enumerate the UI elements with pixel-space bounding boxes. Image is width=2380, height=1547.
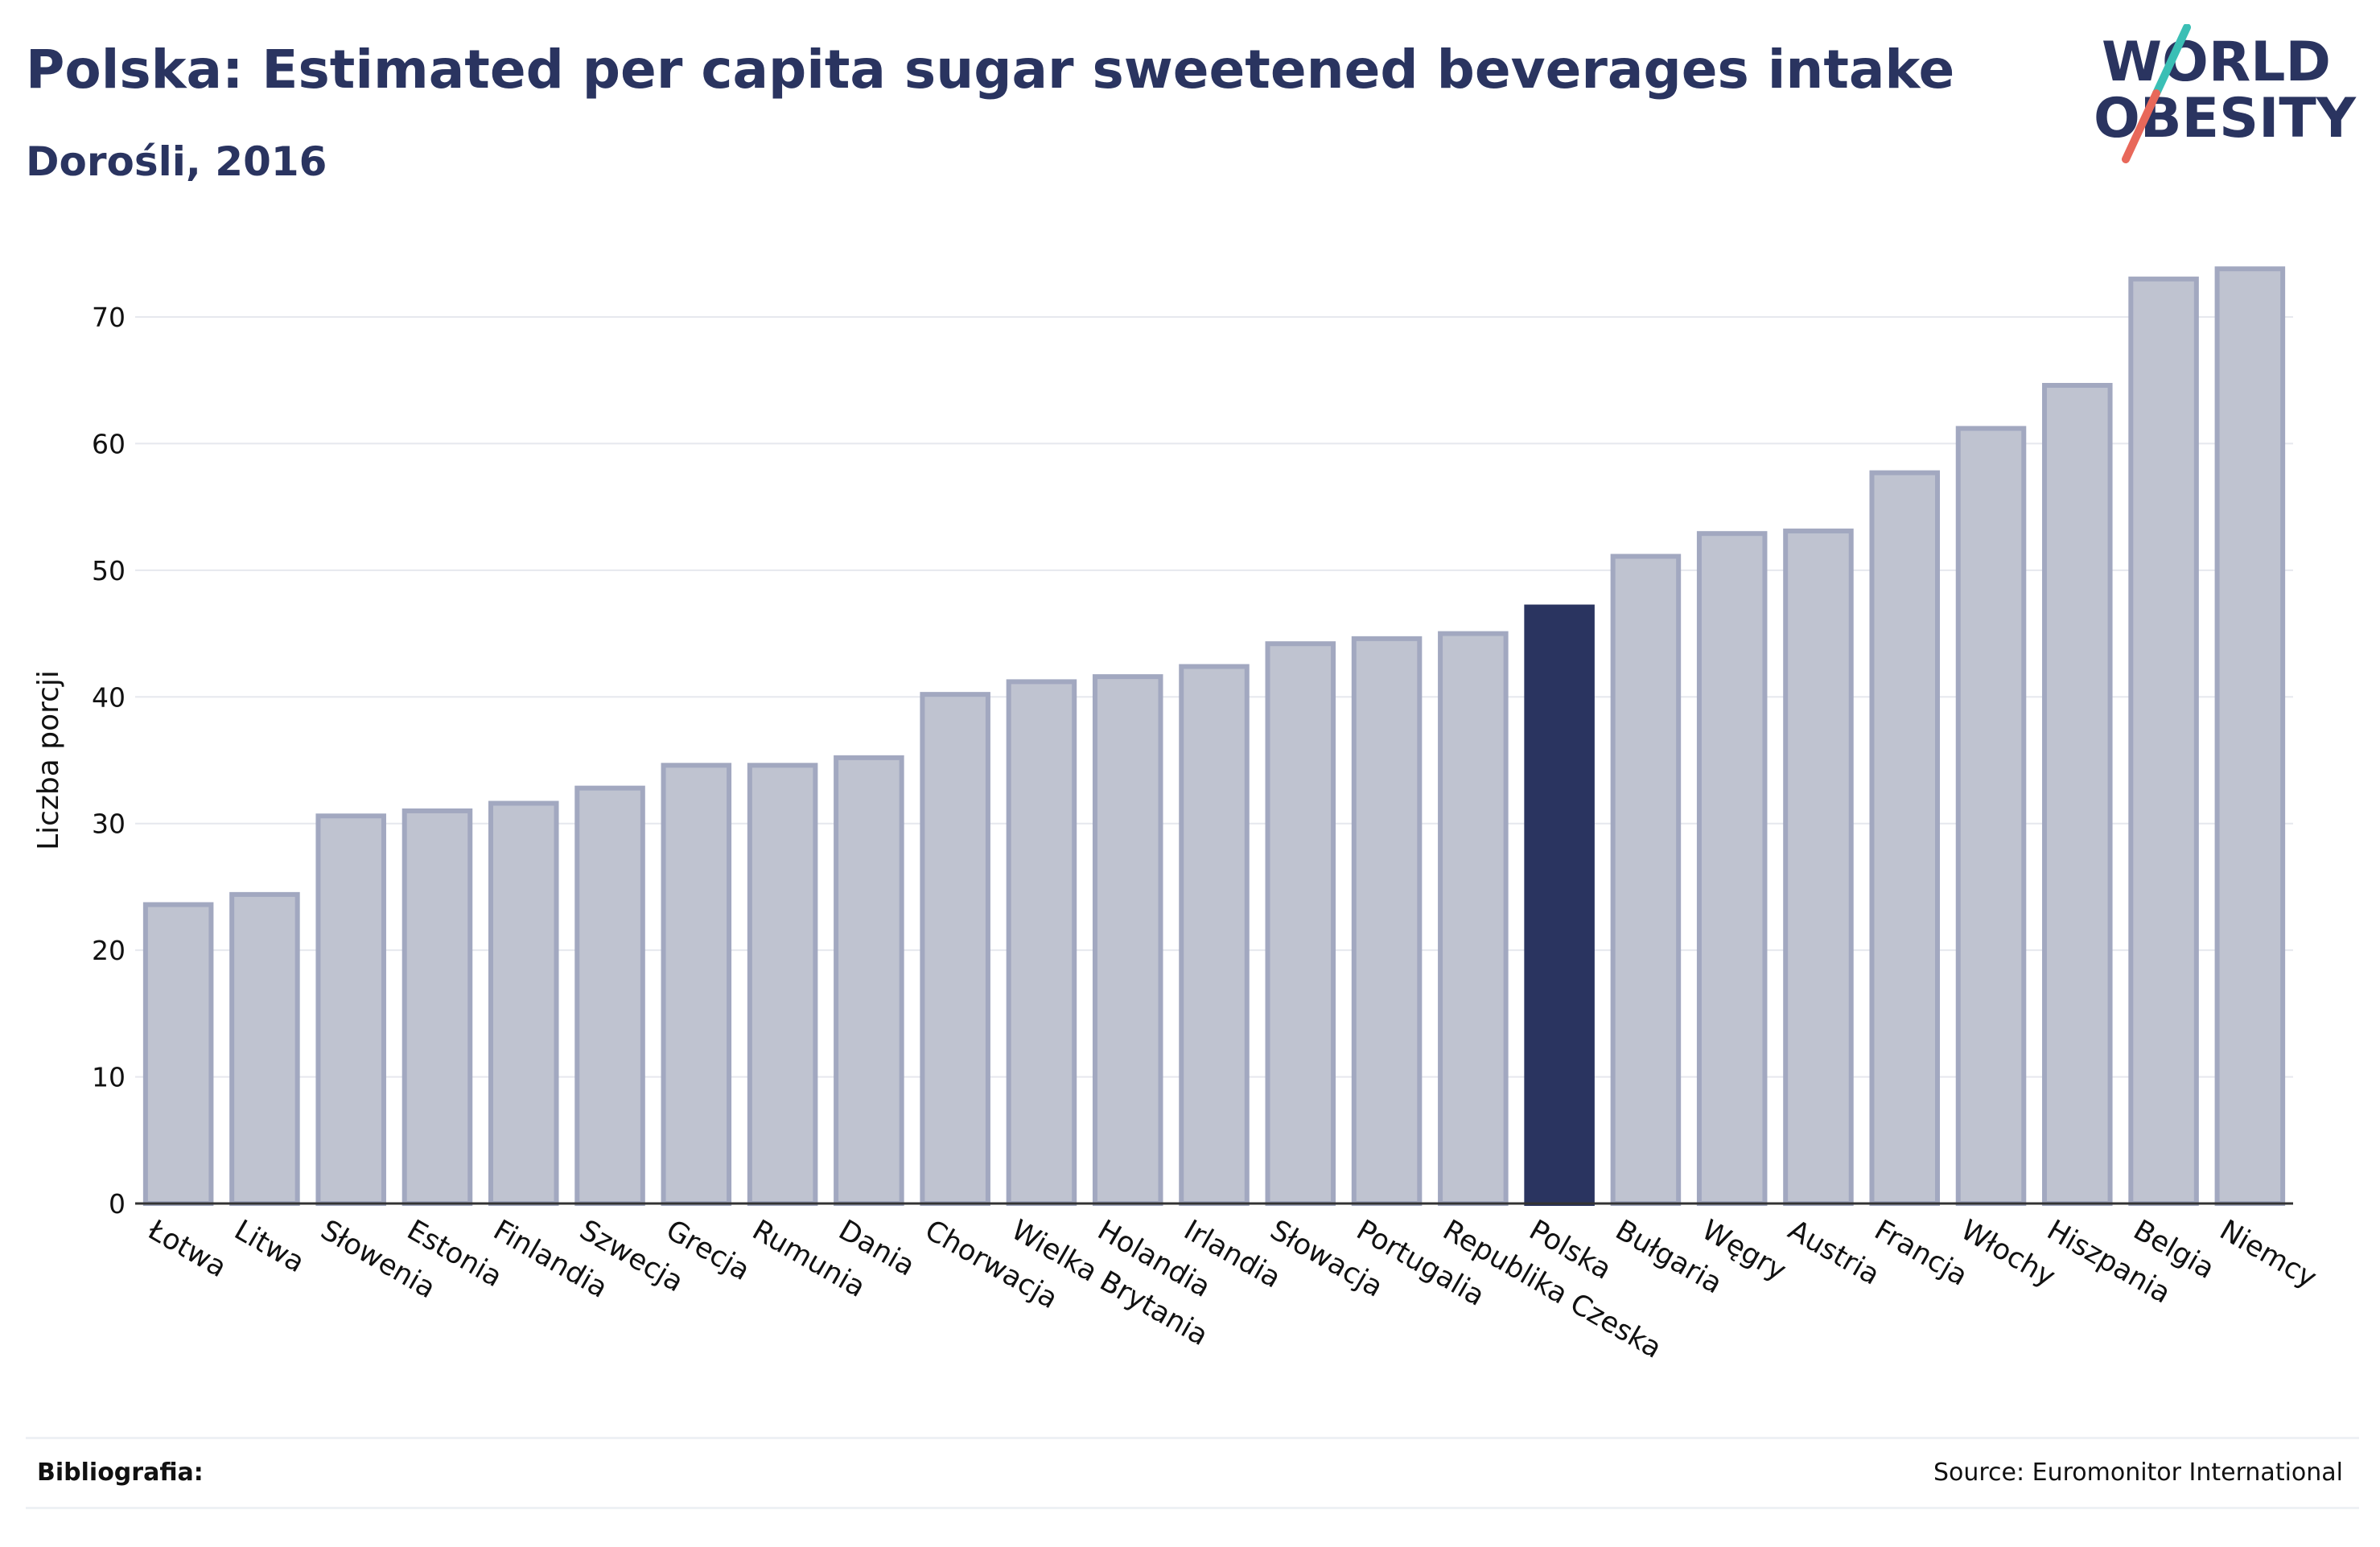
y-tick-label: 50 (92, 555, 126, 586)
bar (920, 692, 990, 1206)
bar (2214, 266, 2286, 1207)
page-subtitle: Dorośli, 2016 (26, 138, 327, 185)
bar (1092, 674, 1163, 1206)
bar (834, 755, 904, 1206)
bar (488, 800, 559, 1206)
bar (1351, 636, 1423, 1206)
bar (1006, 679, 1077, 1206)
bar (2128, 276, 2199, 1206)
bar (1179, 664, 1250, 1206)
x-tick-label: Niemcy (2214, 1214, 2322, 1294)
x-tick-label: Francja (1869, 1214, 1973, 1293)
bar (1438, 631, 1509, 1206)
bar (142, 902, 214, 1207)
x-tick-label: Austria (1782, 1214, 1884, 1291)
bar (229, 891, 300, 1206)
bibliography-label: Bibliografia: (37, 1459, 204, 1487)
footer: Bibliografia: Source: Euromonitor Intern… (26, 1437, 2359, 1509)
bar (1783, 529, 1854, 1206)
y-tick-label: 30 (92, 808, 126, 840)
bar-highlighted (1524, 604, 1595, 1206)
y-tick-label: 0 (109, 1188, 126, 1220)
y-axis-label: Liczba porcji (32, 670, 65, 850)
logo-text-world: WORLD (2102, 31, 2331, 94)
y-tick-label: 20 (92, 935, 126, 966)
bar (2042, 383, 2113, 1206)
bar (574, 785, 645, 1206)
bar (1610, 553, 1682, 1206)
bars (142, 266, 2286, 1207)
bar (661, 763, 732, 1206)
bar (1696, 531, 1768, 1206)
logo-slash-bottom (2122, 89, 2160, 163)
world-obesity-logo: WORLD OBESITY (2092, 23, 2366, 177)
page-title: Polska: Estimated per capita sugar sweet… (26, 39, 1955, 101)
y-tick-labels: 0 10 20 30 40 50 60 70 (92, 302, 126, 1220)
bar (1869, 470, 1941, 1206)
y-tick-label: 10 (92, 1062, 126, 1093)
x-tick-label: Litwa (229, 1214, 310, 1279)
logo-slash-top (2152, 23, 2191, 97)
bar (1265, 641, 1336, 1206)
y-tick-label: 60 (92, 428, 126, 459)
x-tick-label: Łotwa (142, 1214, 232, 1285)
y-tick-label: 40 (92, 681, 126, 713)
bar (401, 808, 473, 1206)
y-tick-label: 70 (92, 302, 126, 333)
bar (747, 763, 818, 1206)
x-tick-label: Włochy (1955, 1214, 2061, 1294)
bar (1955, 426, 2027, 1206)
source-text: Source: Euromonitor International (1933, 1459, 2343, 1487)
bar (315, 813, 386, 1206)
